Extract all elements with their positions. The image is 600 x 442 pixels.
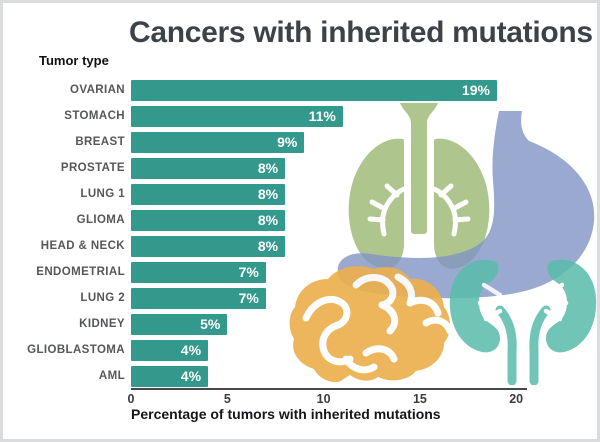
value-label: 8% [257,186,279,202]
chart-row: LUNG 1 8% [13,181,497,207]
chart-row: OVARIAN 19% [13,77,497,103]
chart-row: BREAST 9% [13,129,497,155]
stomach-illustration [337,111,595,299]
lungs-illustration [348,103,490,269]
category-label: LUNG 2 [80,292,125,304]
value-label: 7% [238,290,259,306]
value-label: 8% [257,238,279,254]
value-label: 4% [180,342,202,358]
value-label: 9% [277,134,298,150]
x-axis-title: Percentage of tumors with inherited muta… [131,406,441,422]
bar: 4% [131,339,209,361]
chart-row: GLIOBLASTOMA 4% [13,337,497,363]
category-label: GLIOBLASTOMA [27,344,125,356]
x-axis-line [131,388,527,390]
bar: 8% [131,209,286,231]
brain-illustration [289,266,454,383]
value-label: 8% [257,160,279,176]
category-label: OVARIAN [70,84,125,96]
chart-title: Cancers with inherited mutations [129,16,593,49]
category-label: ENDOMETRIAL [36,266,125,278]
bar: 8% [131,235,286,257]
category-label: GLIOMA [76,214,125,226]
x-axis-tick: 15 [412,392,427,406]
value-label: 11% [308,108,336,124]
x-axis-tick: 0 [127,392,135,406]
value-label: 8% [257,212,279,228]
bar: 11% [131,105,343,127]
bar: 9% [131,131,305,153]
chart-row: STOMACH 11% [13,103,497,129]
category-label: KIDNEY [79,318,125,330]
x-axis-tick: 10 [316,392,331,406]
kidneys-illustration [449,259,597,385]
chart-row: LUNG 2 7% [13,285,497,311]
chart-row: AML 4% [13,363,497,389]
bar-rows: OVARIAN 19% STOMACH 11% BREAST 9% PROSTATE 8% LU… [13,77,497,389]
bar: 8% [131,183,286,205]
value-label: 19% [461,82,490,98]
category-label: PROSTATE [60,162,125,174]
chart-row: ENDOMETRIAL 7% [13,259,497,285]
x-axis-tick: 5 [223,392,231,406]
chart-row: KIDNEY 5% [13,311,497,337]
value-label: 4% [180,368,202,384]
chart-row: GLIOMA 8% [13,207,497,233]
category-label: BREAST [75,136,125,148]
x-axis-tick: 20 [509,392,524,406]
category-label: STOMACH [64,110,125,122]
bar: 8% [131,157,286,179]
chart-row: PROSTATE 8% [13,155,497,181]
chart-row: HEAD & NECK 8% [13,233,497,259]
category-label: LUNG 1 [80,188,125,200]
bar: 4% [131,365,209,387]
bar: 7% [131,287,266,309]
category-label: HEAD & NECK [40,240,125,252]
value-label: 5% [200,316,221,332]
category-label: AML [98,370,125,382]
bar: 5% [131,313,228,335]
value-label: 7% [238,264,259,280]
category-axis-heading: Tumor type [39,53,109,68]
bar: 7% [131,261,266,283]
bar: 19% [131,79,497,101]
